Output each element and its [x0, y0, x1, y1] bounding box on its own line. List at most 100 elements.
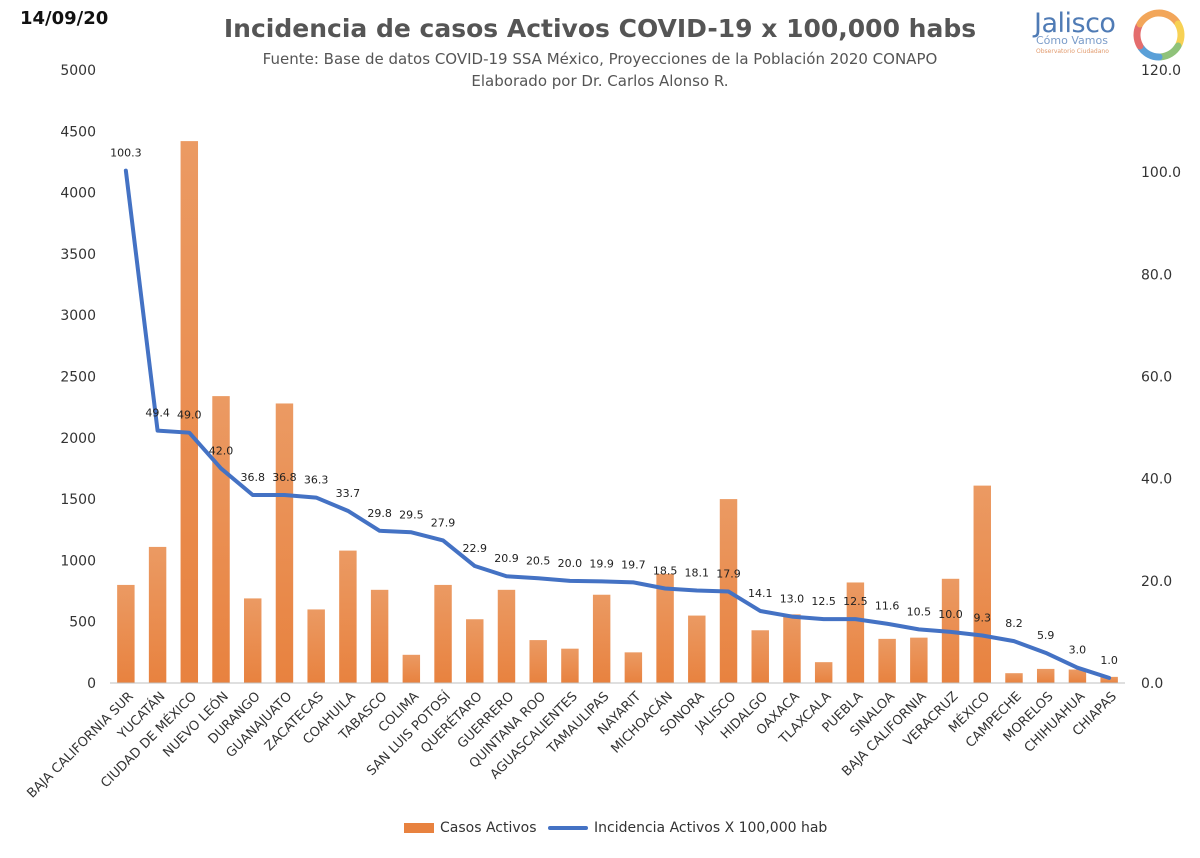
- line-data-label: 100.3: [110, 147, 142, 160]
- line-data-label: 20.0: [558, 557, 583, 570]
- y-right-tick-label: 100.0: [1141, 165, 1181, 181]
- logo-ring-icon: [1133, 9, 1185, 61]
- chart-source: Fuente: Base de datos COVID-19 SSA Méxic…: [262, 50, 938, 68]
- bar-casos-activos: [783, 614, 801, 683]
- y-right-tick-label: 60.0: [1141, 370, 1172, 386]
- y-right-tick-label: 0.0: [1141, 676, 1163, 692]
- line-data-label: 42.0: [209, 444, 234, 457]
- bar-casos-activos: [370, 589, 389, 683]
- y-left-tick-label: 4000: [60, 186, 96, 202]
- y-left-tick-label: 3000: [60, 308, 96, 324]
- line-data-label: 29.8: [367, 507, 392, 520]
- date-label: 14/09/20: [20, 8, 109, 29]
- y-right-tick-label: 80.0: [1141, 267, 1172, 283]
- line-data-label: 9.3: [974, 611, 992, 624]
- logo-name: Jalisco: [1034, 8, 1116, 39]
- line-data-label: 17.9: [716, 568, 741, 581]
- bar-casos-activos: [497, 589, 516, 683]
- line-data-label: 29.5: [399, 508, 424, 521]
- y-left-tick-label: 1500: [60, 492, 96, 508]
- bar-casos-activos: [529, 640, 547, 683]
- line-data-label: 36.8: [272, 471, 297, 484]
- line-data-label: 18.5: [653, 565, 678, 578]
- bar-casos-activos: [688, 615, 706, 683]
- line-data-label: 20.9: [494, 552, 519, 565]
- bar-casos-activos: [592, 594, 611, 683]
- y-left-tick-label: 3500: [60, 247, 96, 263]
- y-right-tick-label: 120.0: [1141, 63, 1181, 79]
- chart-author: Elaborado por Dr. Carlos Alonso R.: [471, 72, 729, 90]
- bar-casos-activos: [1068, 669, 1087, 683]
- y-right-tick-label: 40.0: [1141, 472, 1172, 488]
- y-left-tick-label: 500: [69, 615, 96, 631]
- bar-casos-activos: [402, 654, 421, 683]
- legend-label-incidencia: Incidencia Activos X 100,000 hab: [594, 820, 828, 836]
- chart-legend: Casos Activos Incidencia Activos X 100,0…: [0, 820, 1200, 840]
- bar-casos-activos: [910, 637, 928, 683]
- bar-casos-activos: [814, 662, 833, 683]
- bar-casos-activos: [878, 638, 896, 683]
- line-data-label: 18.1: [685, 567, 710, 580]
- bar-casos-activos: [1036, 668, 1055, 683]
- bar-casos-activos: [339, 550, 357, 683]
- legend-item-casos-activos: Casos Activos: [404, 820, 537, 836]
- line-data-label: 12.5: [811, 595, 836, 608]
- chart-title: Incidencia de casos Activos COVID-19 x 1…: [223, 14, 977, 43]
- y-left-tick-label: 0: [87, 676, 96, 692]
- line-data-label: 1.0: [1100, 654, 1118, 667]
- bar-casos-activos: [624, 652, 643, 683]
- bar-casos-activos: [434, 584, 452, 683]
- y-right-tick-label: 20.0: [1141, 574, 1172, 590]
- y-left-tick-label: 2000: [60, 431, 96, 447]
- logo-tagline: Observatorio Ciudadano: [1036, 48, 1109, 55]
- logo-ring-segment: [1136, 9, 1161, 28]
- bar-casos-activos: [561, 648, 579, 683]
- line-data-label: 14.1: [748, 587, 773, 600]
- y-left-tick-label: 2500: [60, 370, 96, 386]
- bar-casos-activos: [180, 141, 199, 684]
- line-data-label: 13.0: [780, 593, 805, 606]
- line-data-label: 19.7: [621, 558, 646, 571]
- x-category-label: BAJA CALIFORNIA SUR: [25, 689, 137, 801]
- line-data-label: 36.8: [240, 471, 265, 484]
- bar-casos-activos: [212, 396, 230, 683]
- bar-casos-activos: [751, 630, 769, 683]
- bar-casos-activos: [466, 619, 484, 683]
- bar-casos-activos: [117, 584, 135, 683]
- line-data-label: 49.0: [177, 409, 202, 422]
- line-data-label: 20.5: [526, 554, 551, 567]
- line-data-label: 33.7: [336, 487, 361, 500]
- line-incidencia: [123, 168, 1112, 680]
- y-left-tick-label: 5000: [60, 63, 96, 79]
- bar-casos-activos: [846, 582, 865, 683]
- line-data-label: 27.9: [431, 516, 456, 529]
- line-data-label: 12.5: [843, 595, 868, 608]
- legend-swatch-line: [548, 826, 588, 830]
- legend-item-incidencia: Incidencia Activos X 100,000 hab: [548, 820, 827, 836]
- bar-casos-activos: [973, 485, 991, 683]
- bar-casos-activos: [1005, 673, 1023, 683]
- line-data-label: 5.9: [1037, 629, 1055, 642]
- legend-label-casos-activos: Casos Activos: [440, 820, 537, 836]
- line-data-label: 11.6: [875, 600, 900, 613]
- line-data-label: 10.5: [907, 605, 932, 618]
- line-data-label: 8.2: [1005, 617, 1023, 630]
- bar-casos-activos: [307, 609, 325, 683]
- line-data-label: 3.0: [1069, 644, 1087, 657]
- bar-casos-activos: [656, 573, 674, 683]
- bar-casos-activos: [1100, 676, 1118, 683]
- jalisco-como-vamos-logo: Jalisco Cómo Vamos Observatorio Ciudadan…: [1030, 4, 1190, 62]
- line-data-label: 19.9: [589, 557, 614, 570]
- line-data-label: 36.3: [304, 474, 329, 487]
- y-left-tick-label: 1000: [60, 553, 96, 569]
- line-data-label: 22.9: [463, 542, 488, 555]
- logo-line2: Cómo Vamos: [1036, 34, 1108, 47]
- bar-casos-activos: [244, 598, 262, 683]
- legend-swatch-bar: [404, 823, 434, 833]
- line-data-label: 10.0: [938, 608, 963, 621]
- line-data-label: 49.4: [145, 407, 170, 420]
- y-left-tick-label: 4500: [60, 124, 96, 140]
- bar-casos-activos: [275, 403, 294, 683]
